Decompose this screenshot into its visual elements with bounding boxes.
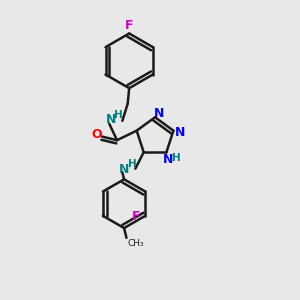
Text: N: N [176, 126, 186, 139]
Text: N: N [119, 163, 129, 176]
Text: N: N [154, 107, 164, 120]
Text: O: O [91, 128, 101, 141]
Text: CH₃: CH₃ [127, 239, 144, 248]
Text: N: N [162, 154, 173, 166]
Text: F: F [132, 210, 140, 223]
Text: H: H [172, 153, 181, 163]
Text: H: H [128, 159, 137, 169]
Text: N: N [106, 113, 116, 126]
Text: F: F [125, 19, 134, 32]
Text: H: H [114, 110, 123, 120]
